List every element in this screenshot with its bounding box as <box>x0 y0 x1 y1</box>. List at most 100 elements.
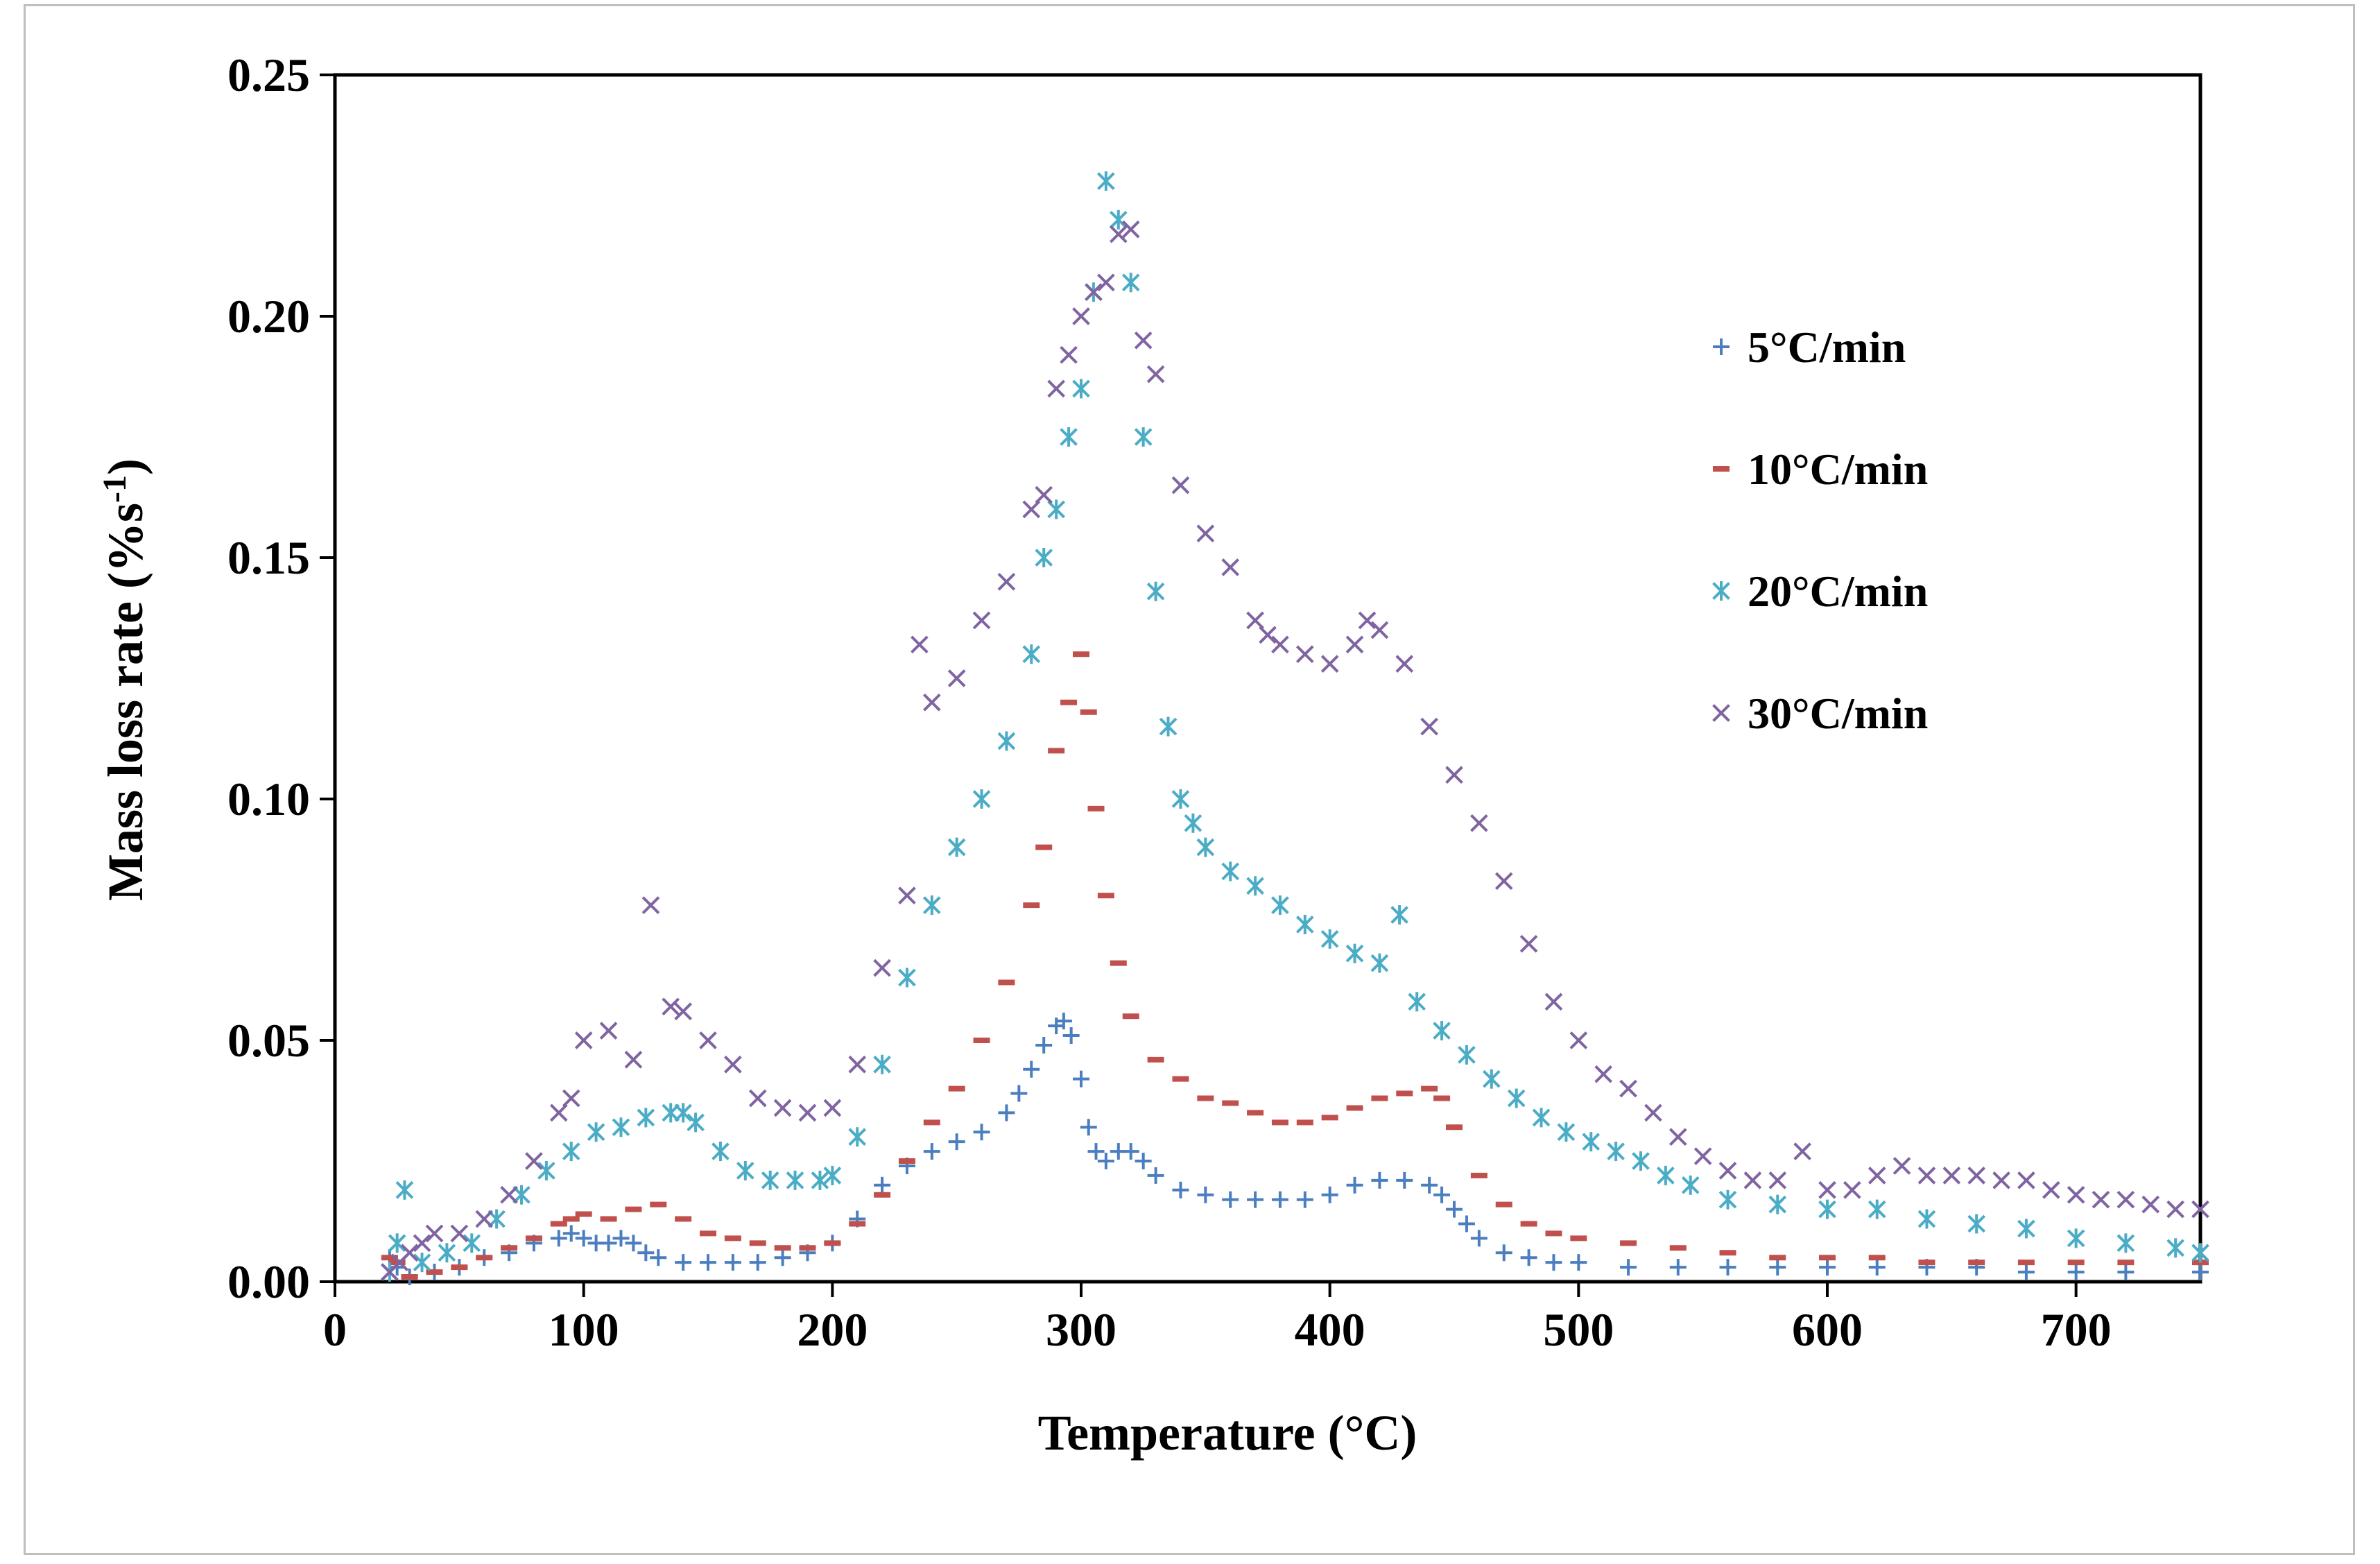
data-point <box>1060 345 1078 364</box>
data-point <box>438 1243 456 1263</box>
data-point <box>2017 1171 2035 1189</box>
data-point <box>1271 895 1289 916</box>
data-point <box>1545 1254 1562 1271</box>
data-point <box>2117 1264 2135 1281</box>
data-point <box>641 896 660 914</box>
legend: 5°C/min 10°C/min 20°C/min 30°C/min <box>1712 323 1928 738</box>
data-point <box>1557 1122 1576 1142</box>
y-axis-title-main: Mass loss rate (%s <box>98 503 153 901</box>
data-point <box>1819 1259 1836 1276</box>
x-tick-label: 300 <box>1046 1303 1116 1356</box>
data-point <box>998 1104 1015 1122</box>
data-point <box>1818 1180 1836 1199</box>
data-point <box>873 959 891 977</box>
legend-label: 10°C/min <box>1748 445 1928 494</box>
legend-marker <box>1712 704 1730 722</box>
x-tick-label: 700 <box>2041 1303 2112 1356</box>
data-point <box>1147 1167 1164 1184</box>
data-point <box>1097 171 1115 191</box>
data-point <box>1992 1171 2010 1189</box>
data-point <box>1892 1157 1911 1175</box>
data-point <box>997 572 1016 591</box>
legend-marker <box>1713 338 1730 355</box>
data-point <box>1768 1171 1787 1189</box>
data-point <box>400 1244 419 1262</box>
data-point <box>736 1160 754 1180</box>
data-point <box>1080 1119 1097 1136</box>
data-point <box>1097 273 1115 292</box>
x-tick-label: 200 <box>797 1303 868 1356</box>
data-point <box>1134 427 1153 447</box>
data-point <box>1669 1259 1687 1276</box>
legend-item: 5°C/min <box>1713 323 1906 372</box>
data-point <box>687 1112 705 1133</box>
data-point <box>1196 524 1215 543</box>
y-tick-label: 0.15 <box>227 531 310 584</box>
data-point <box>450 1224 469 1243</box>
data-point <box>1446 1201 1463 1218</box>
data-point <box>650 1249 667 1266</box>
data-point <box>700 1254 716 1271</box>
data-point <box>674 1103 692 1123</box>
data-point <box>898 968 916 988</box>
data-point <box>997 731 1016 751</box>
data-point <box>612 1230 630 1247</box>
data-point <box>1818 1199 1836 1219</box>
data-point <box>1594 1065 1613 1083</box>
data-point <box>1769 1259 1786 1276</box>
data-point <box>1743 1171 1762 1189</box>
data-point <box>624 1051 643 1069</box>
data-point <box>1345 943 1364 963</box>
data-point <box>948 1133 965 1151</box>
data-point <box>1445 766 1463 784</box>
data-point <box>1196 837 1215 857</box>
data-point <box>1668 1128 1687 1146</box>
data-point <box>1097 1153 1114 1169</box>
data-point <box>2116 1190 2135 1209</box>
y-axis-title-end: ) <box>98 458 153 475</box>
y-axis-title: Mass loss rate (%s-1) <box>96 458 153 901</box>
data-point <box>1582 1132 1601 1152</box>
data-point <box>1246 876 1264 896</box>
data-point <box>1458 1045 1476 1065</box>
data-point <box>395 1180 414 1200</box>
data-point <box>1047 499 1065 519</box>
data-point <box>1396 1171 1413 1189</box>
data-point <box>748 1089 767 1108</box>
data-point <box>848 1055 867 1074</box>
data-point <box>1421 1176 1438 1194</box>
data-point <box>1320 655 1339 673</box>
data-point <box>1035 1036 1053 1054</box>
data-point <box>1072 379 1090 399</box>
data-point <box>947 837 966 857</box>
data-point <box>1159 716 1178 737</box>
legend-item: 20°C/min <box>1712 567 1928 616</box>
data-point <box>1619 1079 1637 1098</box>
data-point <box>600 1235 617 1252</box>
data-point <box>699 1031 717 1049</box>
legend-item: 30°C/min <box>1712 689 1928 738</box>
data-point <box>1408 992 1426 1012</box>
data-point <box>1345 635 1364 654</box>
data-point <box>972 611 991 630</box>
data-point <box>2191 1200 2209 1219</box>
data-point <box>1085 283 1103 302</box>
data-point <box>488 1209 506 1229</box>
data-point <box>1320 929 1339 949</box>
data-point <box>1035 548 1053 567</box>
data-point <box>712 1142 730 1162</box>
data-point <box>1271 635 1289 654</box>
data-point <box>1395 655 1414 673</box>
series-2 <box>381 651 2209 1280</box>
x-tick-label: 400 <box>1295 1303 1365 1356</box>
data-point <box>662 997 680 1016</box>
data-point <box>1022 644 1041 664</box>
data-point <box>1843 1180 1861 1199</box>
data-point <box>1917 1209 1936 1229</box>
data-point <box>1221 861 1240 882</box>
data-point <box>549 1103 568 1122</box>
data-point <box>413 1253 431 1273</box>
data-point <box>823 1165 842 1185</box>
data-point <box>1346 1176 1363 1194</box>
